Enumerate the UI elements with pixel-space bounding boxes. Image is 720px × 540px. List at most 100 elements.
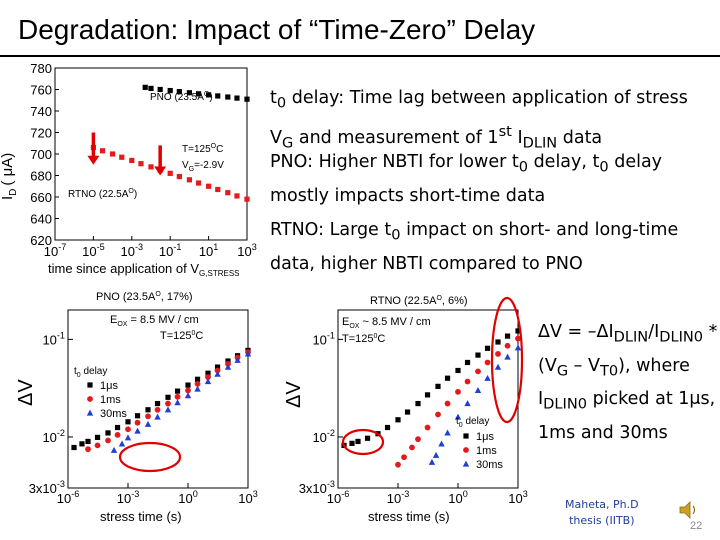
data-point-30ms	[224, 363, 232, 370]
data-point-1μs	[145, 407, 151, 413]
data-point-1μs	[214, 364, 221, 370]
eox-condition: EOX = 8.5 MV / cm	[110, 314, 199, 328]
data-point-1μs	[415, 400, 421, 407]
page-title: Degradation: Impact of “Time-Zero” Delay	[18, 14, 536, 45]
data-point-1ms	[435, 411, 441, 418]
data-point-1ms	[185, 387, 191, 394]
y-tick-label: 660	[30, 190, 52, 205]
rtno-data-point	[186, 177, 192, 183]
y-tick-label: 720	[30, 126, 52, 141]
legend-label: 1ms	[476, 445, 497, 457]
rtno-data-point	[167, 170, 173, 176]
data-point-1ms	[125, 426, 131, 433]
long-time-highlight	[490, 296, 524, 424]
y-axis-label: ΔV	[283, 381, 305, 408]
rtno-data-point	[176, 173, 182, 180]
data-point-1ms	[415, 436, 421, 443]
data-point-1ms	[154, 406, 161, 413]
data-point-1μs	[435, 383, 441, 389]
legend-marker-30ms	[462, 460, 470, 467]
data-point-30ms	[504, 353, 511, 360]
data-point-30ms	[214, 370, 221, 377]
x-axis-label: stress time (s)	[368, 509, 450, 524]
temp-condition: T=1250C	[342, 333, 385, 345]
legend-label: 1μs	[476, 431, 494, 443]
pno-delta-v-chart: PNO (23.5AO, 17%) 10-1 10-2 3x10-310-6 10-3…	[15, 291, 258, 524]
data-point-1μs	[484, 345, 491, 351]
legend-marker-1μs	[463, 433, 469, 439]
data-point-30ms	[164, 406, 172, 413]
pno-data-point	[195, 91, 202, 97]
data-point-1μs	[225, 358, 231, 364]
data-point-1μs	[125, 419, 131, 425]
data-point-1ms	[515, 335, 521, 342]
data-point-30ms	[144, 420, 152, 427]
legend-marker-1ms	[87, 396, 93, 402]
data-point-30ms	[194, 385, 201, 392]
y-tick-label: 740	[30, 104, 52, 119]
data-point-1μs	[85, 438, 91, 445]
data-point-1ms	[444, 400, 451, 407]
data-point-1μs	[495, 339, 501, 345]
data-point-1μs	[444, 375, 451, 381]
x-tick-label: 10-3	[117, 489, 140, 506]
chart-title: PNO (23.5AO, 17%)	[96, 291, 193, 303]
legend-label: 1ms	[100, 394, 121, 406]
data-point-1ms	[205, 374, 211, 381]
data-point-30ms	[432, 451, 440, 458]
pno-data-point	[142, 84, 148, 90]
y-tick-label: 640	[30, 212, 52, 227]
y-axis-label: ΔV	[15, 379, 37, 406]
data-point-30ms	[110, 446, 118, 453]
citation: Maheta, Ph.D thesis (IITB)	[565, 498, 639, 527]
x-tick-label: 10-7	[44, 242, 67, 259]
rtno-data-point	[234, 193, 240, 199]
data-point-30ms	[494, 363, 502, 370]
y-tick-label: 620	[30, 233, 52, 248]
data-point-1μs	[384, 424, 391, 431]
data-point-30ms	[234, 356, 241, 363]
data-point-1ms	[484, 359, 491, 366]
rtno-data-point	[119, 154, 125, 160]
x-tick-label: 10-3	[387, 489, 410, 506]
data-point-30ms	[244, 350, 252, 357]
legend-label: 30ms	[476, 459, 503, 471]
pno-data-point	[225, 94, 231, 100]
temperature-annotation: T=125OC	[182, 143, 223, 155]
data-point-30ms	[474, 387, 482, 394]
temp-condition: T=1250C	[160, 330, 203, 342]
page-number: 22	[690, 520, 703, 532]
y-tick-label: 780	[30, 61, 52, 76]
data-point-1ms	[145, 413, 151, 420]
x-tick-label: 10-3	[121, 242, 144, 259]
data-point-30ms	[444, 429, 451, 436]
legend-title: t0 delay	[456, 416, 489, 429]
eox-condition: EOX ~ 8.5 MV / cm	[342, 316, 431, 330]
rtno-data-point	[138, 161, 144, 167]
pno-data-point	[186, 90, 192, 96]
data-point-1ms	[174, 393, 181, 400]
data-point-1μs	[114, 424, 121, 431]
data-point-1μs	[134, 413, 141, 419]
y-tick-label: 10-2	[42, 428, 65, 445]
data-point-30ms	[428, 458, 436, 465]
title-divider	[0, 55, 720, 57]
data-point-1μs	[424, 392, 431, 398]
data-point-1μs	[79, 441, 85, 447]
data-point-1ms	[94, 442, 101, 449]
data-point-1ms	[85, 446, 91, 453]
legend-title: t0 delay	[74, 366, 107, 379]
rtno-data-point	[99, 148, 106, 154]
speaker-icon[interactable]	[678, 500, 700, 520]
x-tick-label: 103	[237, 242, 257, 259]
rtno-data-point	[129, 157, 135, 164]
rtno-data-point	[195, 180, 202, 186]
x-tick-label: 100	[448, 489, 468, 506]
data-point-30ms	[514, 344, 522, 351]
bullet-t0-delay: t0 delay: Time lag between application o…	[270, 88, 688, 151]
data-point-1ms	[105, 437, 111, 444]
x-axis-label: stress time (s)	[100, 509, 182, 524]
legend-marker-1μs	[87, 382, 93, 388]
short-time-highlight	[118, 441, 182, 473]
y-tick-label: 10-2	[312, 428, 335, 445]
